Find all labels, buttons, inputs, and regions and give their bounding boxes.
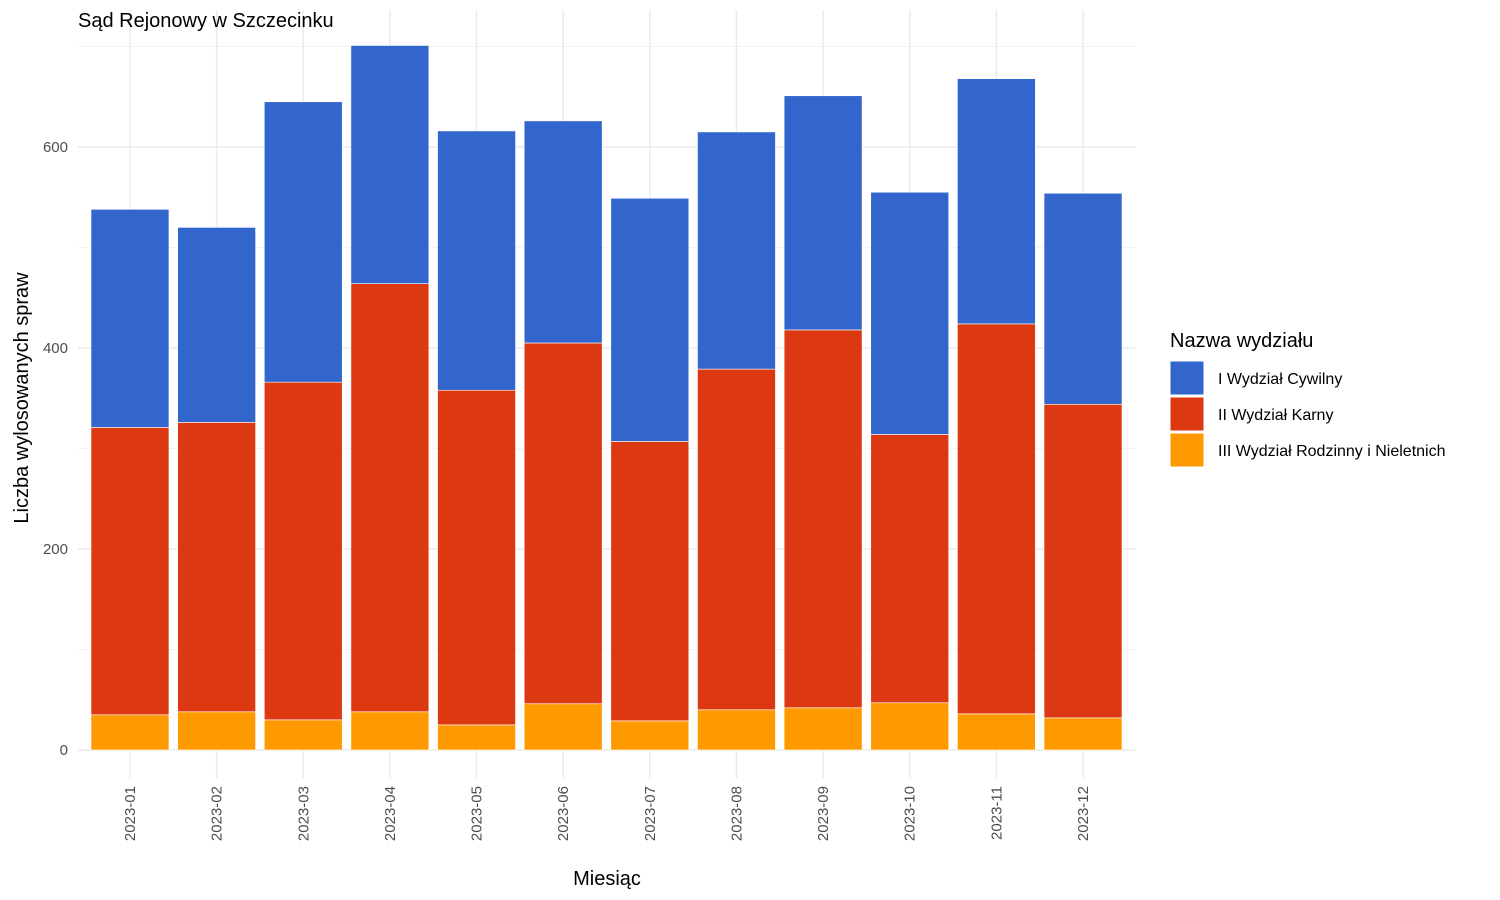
bar-segment [697, 709, 776, 751]
x-axis-title: Miesiąc [573, 868, 641, 890]
bar-segment [263, 381, 343, 721]
x-tick-label: 2023-01 [122, 786, 139, 841]
bar-segment [783, 329, 863, 709]
bar-segment [177, 422, 256, 713]
bar-segment [523, 120, 603, 344]
bar-segment [870, 702, 950, 751]
legend-label: III Wydział Rodzinny i Nieletnich [1218, 443, 1446, 460]
x-tick-label: 2023-10 [902, 786, 919, 841]
bar-segment [437, 389, 516, 726]
bar-segment [1043, 192, 1123, 405]
y-tick-label: 200 [43, 541, 68, 558]
bar-segment [177, 711, 256, 751]
chart-title: Sąd Rejonowy w Szczecinku [78, 10, 334, 32]
bars [90, 45, 1123, 751]
x-axis-ticks: 2023-01 2023-02 2023-03 2023-04 2023-05 2023-… [122, 786, 1092, 841]
legend-key [1169, 432, 1205, 468]
bar-segment [1043, 717, 1123, 751]
bar-segment [610, 197, 690, 442]
bar-segment [90, 209, 170, 428]
x-tick-label: 2023-04 [382, 786, 399, 841]
bar-segment [90, 714, 170, 751]
y-tick-label: 0 [60, 742, 68, 759]
x-tick-label: 2023-02 [209, 786, 226, 841]
legend-key [1169, 360, 1205, 396]
bar-segment [783, 95, 863, 331]
bar-segment [957, 323, 1036, 715]
bar-segment [870, 191, 950, 435]
x-tick-label: 2023-06 [555, 786, 572, 841]
x-tick-label: 2023-08 [728, 786, 745, 841]
y-axis-title: Liczba wylosowanych spraw [11, 272, 33, 524]
bar-segment [437, 130, 516, 391]
bar-segment [697, 368, 776, 711]
bar-segment [697, 131, 776, 370]
legend-title: Nazwa wydziału [1170, 330, 1313, 352]
bar-segment [350, 283, 430, 713]
legend-key [1169, 396, 1205, 432]
bar-segment [1043, 403, 1123, 719]
legend: Nazwa wydziału I Wydział Cywilny II Wydzi… [1169, 330, 1446, 468]
bar-segment [263, 101, 343, 383]
x-tick-label: 2023-05 [469, 786, 486, 841]
bar-segment [523, 342, 603, 705]
bar-segment [610, 441, 690, 722]
bar-segment [350, 711, 430, 751]
bar-segment [870, 434, 950, 704]
x-tick-label: 2023-12 [1075, 786, 1092, 841]
bar-segment [957, 78, 1036, 325]
bar-segment [437, 724, 516, 751]
x-tick-label: 2023-03 [295, 786, 312, 841]
x-tick-label: 2023-11 [988, 786, 1005, 840]
y-axis-ticks: 0 200 400 600 [43, 139, 68, 759]
legend-label: II Wydział Karny [1218, 407, 1333, 424]
bar-segment [90, 427, 170, 716]
x-tick-label: 2023-07 [642, 786, 659, 841]
bar-segment [957, 713, 1036, 751]
bar-segment [783, 707, 863, 751]
bar-segment [177, 227, 256, 423]
bar-segment [350, 45, 430, 284]
x-tick-label: 2023-09 [815, 786, 832, 841]
y-tick-label: 600 [43, 139, 68, 156]
legend-label: I Wydział Cywilny [1218, 371, 1342, 388]
y-tick-label: 400 [43, 340, 68, 357]
bar-segment [263, 719, 343, 751]
bar-segment [523, 703, 603, 751]
bar-segment [610, 720, 690, 751]
